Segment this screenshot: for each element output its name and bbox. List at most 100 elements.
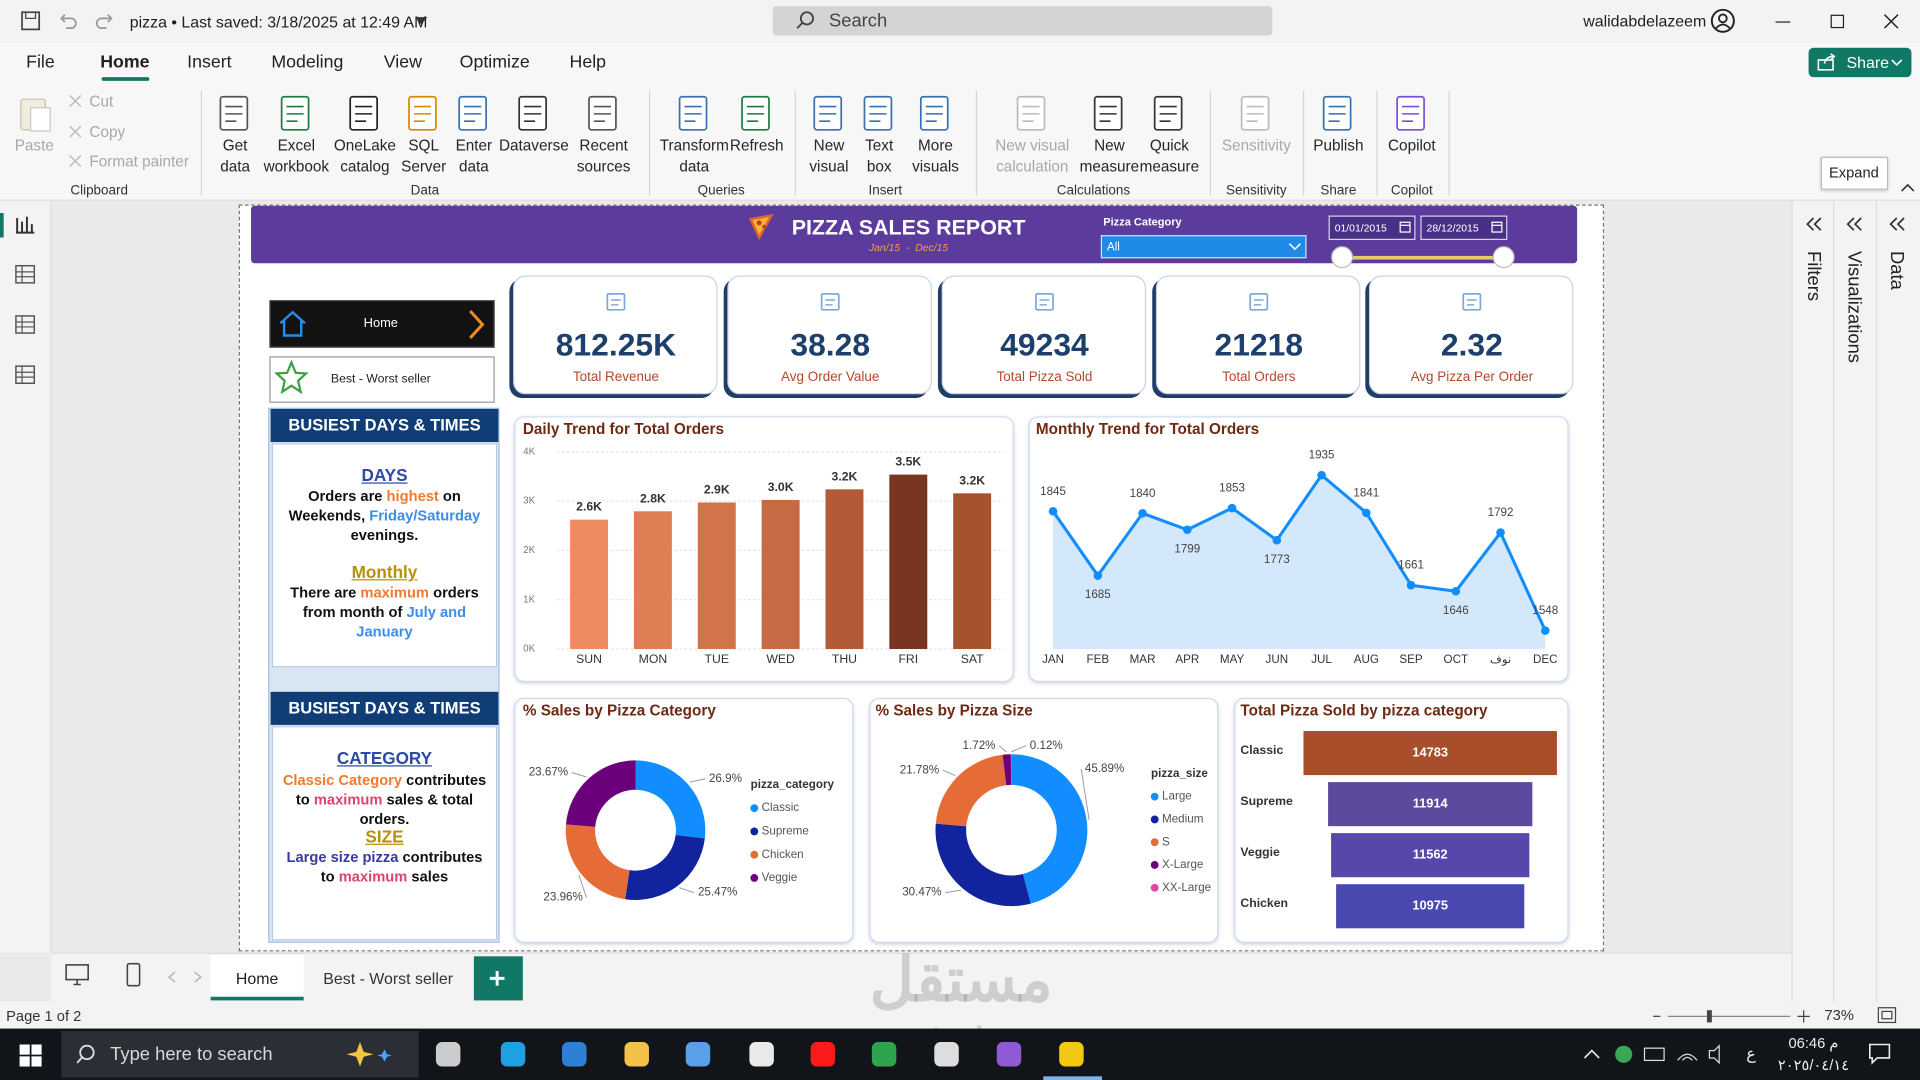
ribbon-icon[interactable] bbox=[1091, 94, 1128, 133]
start-button[interactable] bbox=[19, 1044, 42, 1067]
taskbar-app[interactable] bbox=[871, 1041, 898, 1068]
user-name[interactable]: walidabdelazeem bbox=[1583, 11, 1707, 31]
menu-tab[interactable]: File bbox=[26, 52, 55, 73]
taskbar-app[interactable] bbox=[748, 1041, 775, 1068]
taskbar-app[interactable] bbox=[561, 1041, 588, 1068]
ribbon-icon[interactable] bbox=[738, 94, 775, 133]
zoom-slider[interactable] bbox=[1653, 1009, 1810, 1024]
ribbon-button-label[interactable]: Excel workbook bbox=[263, 137, 330, 176]
slicer-dropdown[interactable] bbox=[1100, 235, 1307, 259]
ribbon-button-label[interactable]: Refresh bbox=[729, 137, 784, 155]
view-icon[interactable] bbox=[15, 264, 36, 284]
ribbon-icon[interactable] bbox=[278, 94, 315, 133]
page-tab-label[interactable]: Best - Worst seller bbox=[323, 969, 454, 988]
taskbar-app[interactable] bbox=[809, 1041, 836, 1068]
share-label[interactable]: Share bbox=[1846, 53, 1890, 72]
tab-scroll-left[interactable] bbox=[167, 971, 176, 983]
notifications-button[interactable] bbox=[1868, 1043, 1891, 1065]
collapse-ribbon[interactable] bbox=[1901, 183, 1915, 192]
taskbar-app[interactable] bbox=[500, 1041, 527, 1068]
ribbon-icon[interactable] bbox=[1238, 94, 1275, 133]
ribbon-button-label[interactable]: Enter data bbox=[455, 137, 493, 176]
pane-expand[interactable] bbox=[1888, 217, 1905, 232]
ribbon-button-label[interactable]: Quick measure bbox=[1139, 137, 1200, 176]
ribbon-icon[interactable] bbox=[585, 94, 622, 133]
nav-best-worst-label[interactable]: Best - Worst seller bbox=[330, 372, 431, 387]
tab-scroll-right[interactable] bbox=[194, 971, 202, 983]
ribbon-button-label[interactable]: More visuals bbox=[912, 137, 959, 176]
ribbon-icon[interactable] bbox=[456, 94, 493, 133]
menu-tab[interactable]: Help bbox=[569, 52, 607, 73]
taskbar-app[interactable] bbox=[435, 1041, 462, 1068]
desktop-view-icon[interactable] bbox=[65, 964, 89, 986]
title-dropdown[interactable] bbox=[415, 17, 428, 25]
fit-page-icon[interactable] bbox=[1877, 1007, 1897, 1024]
pane-expand[interactable] bbox=[1805, 217, 1822, 232]
ribbon-button-label[interactable]: Cut bbox=[89, 93, 114, 111]
taskbar-app[interactable] bbox=[684, 1041, 711, 1068]
page-tab-active[interactable] bbox=[210, 955, 304, 1001]
date-value[interactable]: 01/01/2015 bbox=[1334, 221, 1387, 234]
save-icon[interactable] bbox=[21, 11, 41, 31]
close-button[interactable] bbox=[1883, 14, 1899, 29]
ribbon-button-label[interactable]: Copy bbox=[89, 123, 126, 141]
ribbon-icon[interactable] bbox=[861, 94, 898, 133]
tray-icons[interactable] bbox=[1583, 1043, 1731, 1065]
ribbon-button-label[interactable]: Transform data bbox=[659, 137, 729, 176]
pane-expand[interactable] bbox=[1845, 217, 1862, 232]
taskbar-app[interactable] bbox=[933, 1041, 960, 1068]
date-slider-handle[interactable] bbox=[1492, 246, 1515, 269]
ribbon-button-label[interactable]: SQL Server bbox=[401, 137, 447, 176]
date-input[interactable] bbox=[1420, 215, 1508, 240]
redo-icon[interactable] bbox=[95, 11, 116, 31]
menu-tab[interactable]: Modeling bbox=[271, 52, 344, 73]
ribbon-button-label[interactable]: Dataverse bbox=[498, 137, 569, 155]
view-icon[interactable] bbox=[15, 365, 36, 385]
menu-tab[interactable]: Insert bbox=[187, 52, 232, 73]
document-title[interactable]: pizza • Last saved: 3/18/2025 at 12:49 A… bbox=[129, 12, 428, 32]
ribbon-icon[interactable] bbox=[1151, 94, 1188, 133]
date-slider-handle[interactable] bbox=[1331, 246, 1354, 269]
ribbon-button-label[interactable]: Text box bbox=[865, 137, 894, 176]
menu-tab[interactable]: View bbox=[383, 52, 422, 73]
ribbon-button-label[interactable]: New visual bbox=[809, 137, 849, 176]
taskbar-app[interactable] bbox=[1058, 1041, 1085, 1068]
ribbon-icon[interactable] bbox=[347, 94, 384, 133]
menu-tab[interactable]: Optimize bbox=[459, 52, 530, 73]
ribbon-button-label[interactable]: Copilot bbox=[1387, 137, 1436, 155]
ribbon-icon[interactable] bbox=[516, 94, 553, 133]
slicer-value[interactable]: All bbox=[1106, 240, 1120, 255]
ribbon-button-label[interactable]: Recent sources bbox=[576, 137, 631, 176]
clock-time[interactable]: 06:46 م bbox=[1788, 1034, 1839, 1052]
ribbon-icon[interactable] bbox=[676, 94, 713, 133]
ribbon-button-label[interactable]: New measure bbox=[1079, 137, 1140, 176]
view-icon[interactable] bbox=[15, 315, 36, 335]
account-icon[interactable] bbox=[1710, 8, 1735, 33]
maximize-button[interactable] bbox=[1830, 14, 1845, 29]
ribbon-icon[interactable] bbox=[217, 94, 254, 133]
ribbon-icon[interactable] bbox=[405, 94, 442, 133]
clock-date[interactable]: ٢٠٢٥/٠٤/١٤ bbox=[1777, 1056, 1850, 1074]
undo-icon[interactable] bbox=[58, 11, 78, 31]
ribbon-button-label[interactable]: Get data bbox=[220, 137, 251, 176]
taskbar-app[interactable] bbox=[996, 1041, 1023, 1068]
ribbon-button-label[interactable]: Paste bbox=[14, 137, 54, 155]
nav-best-worst-button[interactable] bbox=[269, 356, 495, 403]
ribbon-icon[interactable] bbox=[917, 94, 954, 133]
search-placeholder[interactable]: Search bbox=[828, 10, 888, 32]
page-tab-label[interactable]: Home bbox=[235, 969, 279, 988]
view-icon[interactable] bbox=[15, 214, 36, 234]
ribbon-button-label[interactable]: OneLake catalog bbox=[333, 137, 396, 176]
date-input[interactable] bbox=[1328, 215, 1416, 240]
ribbon-icon[interactable] bbox=[1320, 94, 1357, 133]
search-box[interactable] bbox=[772, 6, 1273, 36]
ribbon-icon[interactable] bbox=[1393, 94, 1430, 133]
nav-home-button[interactable] bbox=[269, 300, 495, 348]
ribbon-icon[interactable] bbox=[811, 94, 848, 133]
ribbon-button-label[interactable]: Publish bbox=[1313, 137, 1364, 155]
menu-tab[interactable]: Home bbox=[100, 52, 150, 73]
ribbon-button-label[interactable]: New visual calculation bbox=[995, 137, 1070, 176]
ribbon-icon[interactable] bbox=[1014, 94, 1051, 133]
ribbon-button-label[interactable]: Format painter bbox=[89, 153, 189, 171]
taskbar-app[interactable] bbox=[623, 1041, 650, 1068]
